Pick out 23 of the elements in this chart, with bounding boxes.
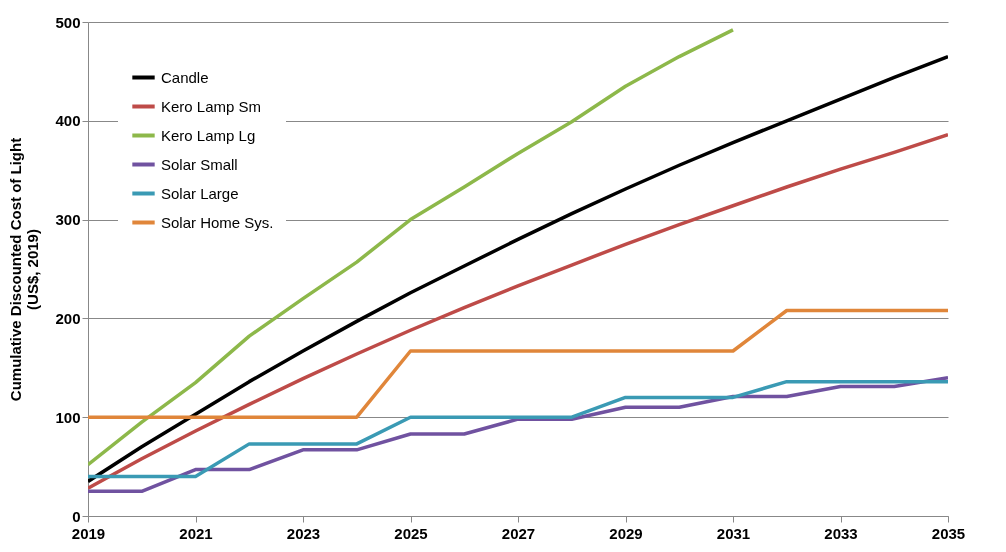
legend-label: Candle	[161, 68, 209, 86]
y-tick-label: 500	[55, 13, 81, 31]
y-tick-label: 400	[55, 112, 81, 130]
x-tick-label: 2025	[394, 524, 428, 542]
y-tick-label: 100	[55, 408, 81, 426]
x-tick-label: 2035	[931, 524, 966, 542]
y-axis-title: Cumulative Discounted Cost of Light (US$, 2019)	[7, 137, 42, 402]
y-tick-label: 300	[55, 211, 81, 229]
legend-label: Kero Lamp Sm	[161, 97, 262, 115]
line-series	[88, 28, 735, 467]
x-tick-label: 2031	[716, 524, 751, 542]
x-tick-label: 2021	[179, 524, 213, 542]
x-tick-label: 2019	[71, 524, 106, 542]
x-tick-label: 2027	[501, 524, 536, 542]
x-tick-label: 2029	[609, 524, 643, 542]
y-tick-label: 200	[55, 309, 81, 327]
legend-label: Solar Home Sys.	[161, 213, 274, 231]
legend-label: Solar Small	[161, 155, 238, 173]
x-tick-label: 2023	[286, 524, 321, 542]
y-tick-label: 0	[72, 507, 81, 525]
legend-label: Solar Large	[161, 184, 239, 202]
legend-label: Kero Lamp Lg	[161, 126, 256, 144]
x-tick-label: 2033	[824, 524, 858, 542]
